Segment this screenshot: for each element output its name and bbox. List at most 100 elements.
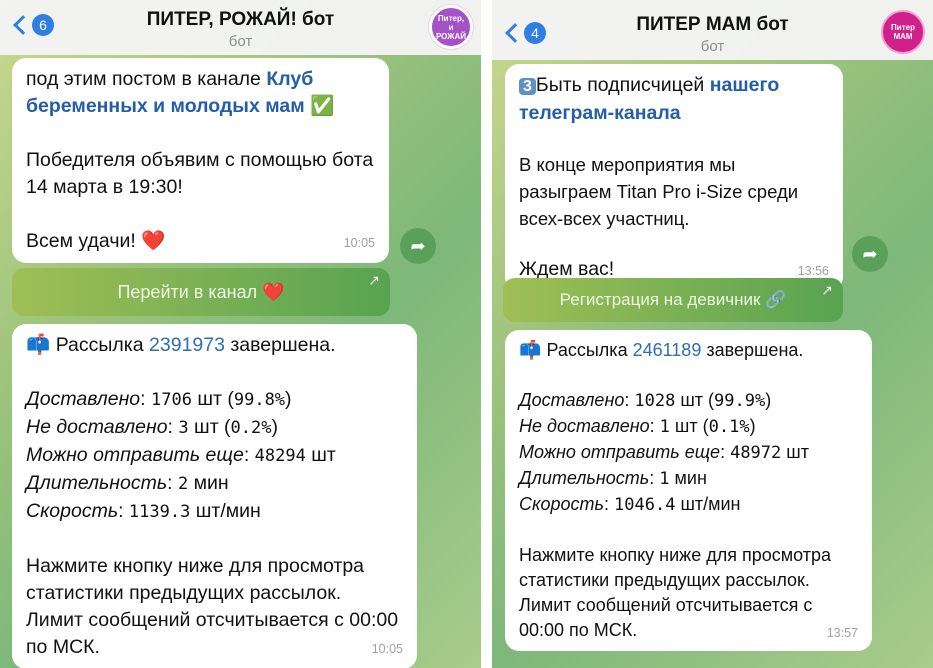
stat-value: 1 (659, 417, 670, 437)
stat-label: Скорость (26, 500, 119, 522)
stat-unit: шт (781, 442, 809, 462)
chat-title: ПИТЕР, РОЖАЙ! бот (146, 9, 335, 30)
external-link-icon: ↗ (368, 272, 380, 288)
heart-emoji-icon: ❤️ (141, 230, 166, 252)
message-paragraph: Победителя объявим с помощью бота 14 мар… (26, 149, 374, 198)
chat-header: 6 ПИТЕР, РОЖАЙ! бот бот Питер, и РОЖАЙ (0, 0, 481, 55)
broadcast-report-bubble: 📫 Рассылка 2391973 завершена. Доставлено… (12, 324, 417, 668)
stat-value: 1 (659, 469, 670, 489)
unread-badge: 6 (32, 14, 54, 36)
register-button[interactable]: Регистрация на девичник 🔗 ↗ (503, 278, 843, 322)
report-footer: Нажмите кнопку ниже для просмотра статис… (519, 545, 858, 640)
message-time: 10:05 (371, 642, 403, 656)
chevron-left-icon (13, 15, 33, 35)
check-emoji-icon: ✅ (310, 95, 335, 117)
stat-row: Скорость: 1046.4 шт/мин (519, 494, 741, 515)
avatar-logo: Питер, и РОЖАЙ (435, 13, 467, 41)
stat-close: ) (749, 416, 756, 436)
stat-row: Можно отправить еще: 48294 шт (26, 444, 336, 466)
stat-percent: 0.2% (230, 418, 272, 438)
message-paragraph: 3 Быть подписчицей нашего телеграм-канала (519, 74, 780, 124)
channel-link[interactable]: нашего телеграм-канала (519, 74, 780, 124)
stat-label: Скорость (519, 494, 604, 514)
link-emoji-icon: 🔗 (765, 290, 787, 309)
message-paragraph: Всем удачи! ❤️ 10:05 (26, 230, 375, 252)
chat-panel-piter-rozhai: 6 ПИТЕР, РОЖАЙ! бот бот Питер, и РОЖАЙ п… (0, 0, 481, 668)
stat-value: 1028 (634, 391, 676, 411)
message-bubble: под этим постом в канале Клуб беременных… (12, 58, 389, 263)
stat-close: ) (271, 416, 279, 438)
stat-unit: шт (305, 444, 336, 466)
message-paragraph: Ждем вас! 13:56 (519, 258, 829, 280)
stat-unit: шт/мин (190, 500, 261, 522)
share-arrow-icon: ➦ (862, 243, 878, 264)
report-heading: 📫 Рассылка 2391973 завершена. (26, 334, 336, 356)
go-to-channel-button[interactable]: Перейти в канал ❤️ ↗ (12, 268, 390, 316)
stat-label: Можно отправить еще (26, 444, 244, 466)
back-button[interactable]: 6 (10, 14, 54, 36)
stat-value: 1139.3 (128, 502, 191, 522)
stat-label: Длительность (519, 468, 650, 488)
external-link-icon: ↗ (821, 282, 833, 298)
stat-label: Можно отправить еще (519, 442, 721, 462)
mailbox-icon: 📫 (26, 334, 51, 356)
chat-subtitle: бот (700, 38, 725, 55)
message-time: 13:57 (826, 626, 858, 640)
chat-panel-piter-mam: 4 ПИТЕР МАМ бот бот Питер МАМ 3 Быть подп… (492, 0, 933, 668)
keycap-3-icon: 3 (519, 78, 536, 95)
stat-row: Длительность: 1 мин (519, 468, 707, 489)
stat-row: Не доставлено: 1 шт (0.1%) (519, 416, 756, 437)
stat-value: 48972 (730, 443, 782, 463)
broadcast-id-link[interactable]: 2391973 (149, 334, 225, 356)
unread-badge: 4 (524, 22, 546, 44)
stat-unit: шт ( (669, 416, 709, 436)
stat-unit: шт ( (188, 416, 231, 438)
back-button[interactable]: 4 (502, 22, 546, 44)
report-heading: 📫 Рассылка 2461189 завершена. (519, 340, 804, 360)
stat-row: Длительность: 2 мин (26, 472, 229, 494)
stat-unit: шт ( (191, 388, 234, 410)
stat-close: ) (285, 388, 292, 410)
stat-row: Можно отправить еще: 48972 шт (519, 442, 809, 463)
report-footer: Нажмите кнопку ниже для просмотра статис… (26, 555, 403, 658)
message-text: под этим постом в канале Клуб беременных… (26, 68, 335, 117)
stat-row: Не доставлено: 3 шт (0.2%) (26, 416, 279, 438)
forward-button[interactable]: ➦ (400, 228, 436, 264)
share-arrow-icon: ➦ (410, 235, 426, 256)
stat-unit: шт ( (675, 390, 715, 410)
stat-value: 2 (177, 474, 189, 494)
broadcast-id-link[interactable]: 2461189 (632, 340, 702, 360)
stat-row: Доставлено: 1706 шт (99.8%) (26, 388, 292, 410)
stat-label: Не доставлено (26, 416, 168, 438)
avatar-logo: Питер МАМ (891, 23, 915, 41)
message-bubble: 3 Быть подписчицей нашего телеграм-канала… (505, 64, 843, 291)
stat-close: ) (765, 390, 772, 410)
chat-title: ПИТЕР МАМ бот (636, 14, 789, 35)
message-time: 13:56 (797, 264, 829, 278)
stat-label: Длительность (26, 472, 168, 494)
stat-unit: мин (188, 472, 229, 494)
chat-subtitle: бот (228, 33, 253, 50)
stat-value: 48294 (254, 446, 306, 466)
forward-button[interactable]: ➦ (852, 236, 888, 272)
chat-header: 4 ПИТЕР МАМ бот бот Питер МАМ (492, 0, 933, 60)
avatar[interactable]: Питер МАМ (881, 10, 925, 54)
message-time: 10:05 (343, 236, 375, 250)
stat-row: Скорость: 1139.3 шт/мин (26, 500, 261, 522)
stat-label: Доставлено (519, 390, 625, 410)
heart-emoji-icon: ❤️ (262, 281, 285, 302)
mailbox-icon: 📫 (519, 340, 542, 360)
avatar[interactable]: Питер, и РОЖАЙ (429, 5, 473, 49)
stats-list: Доставлено: 1706 шт (99.8%) Не доставлено… (26, 386, 403, 526)
stat-unit: мин (669, 468, 707, 488)
stat-label: Доставлено (26, 388, 141, 410)
stat-row: Доставлено: 1028 шт (99.9%) (519, 390, 772, 411)
stat-value: 1046.4 (614, 495, 676, 515)
stat-percent: 0.1% (708, 417, 750, 437)
stat-unit: шт/мин (675, 494, 741, 514)
message-paragraph: В конце мероприятия мы разыграем Titan P… (519, 154, 799, 229)
channel-link[interactable]: Клуб беременных и молодых мам (26, 68, 314, 117)
stats-list: Доставлено: 1028 шт (99.9%) Не доставлено… (519, 388, 858, 518)
stat-value: 3 (178, 418, 189, 438)
chevron-left-icon (505, 23, 525, 43)
